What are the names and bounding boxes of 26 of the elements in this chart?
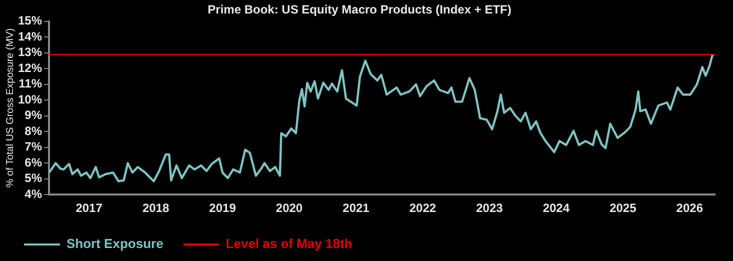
y-tick-label: 15%: [18, 14, 42, 28]
y-axis-title: % of Total US Gross Exposure (MV): [4, 28, 16, 188]
y-tick-label: 8%: [24, 124, 42, 138]
legend-label: Level as of May 18th: [226, 236, 352, 252]
x-tick-label: 2017: [76, 201, 103, 216]
y-tick-label: 5%: [24, 171, 42, 186]
x-tick-label: 2020: [276, 201, 303, 216]
x-tick-label: 2025: [610, 201, 637, 216]
y-tick-label: 10%: [18, 92, 42, 106]
y-tick-label: 7%: [24, 140, 42, 154]
x-tick-label: 2023: [476, 201, 504, 216]
legend-label: Short Exposure: [66, 236, 164, 252]
x-tick-label: 2018: [142, 201, 170, 216]
y-tick-label: 12%: [18, 60, 42, 75]
chart-title: Prime Book: US Equity Macro Products (Index + ETF): [208, 2, 512, 17]
x-tick-label: 2019: [209, 201, 236, 216]
x-tick-label: 2024: [542, 201, 570, 216]
x-tick-label: 2026: [676, 201, 704, 216]
y-tick-label: 13%: [18, 45, 42, 60]
x-tick-label: 2022: [409, 201, 436, 216]
y-tick-label: 6%: [24, 155, 42, 170]
y-tick-label: 4%: [24, 186, 42, 201]
y-tick-label: 14%: [18, 29, 42, 44]
y-tick-label: 11%: [18, 76, 42, 91]
y-tick-label: 9%: [24, 108, 42, 122]
x-tick-label: 2021: [342, 201, 370, 216]
